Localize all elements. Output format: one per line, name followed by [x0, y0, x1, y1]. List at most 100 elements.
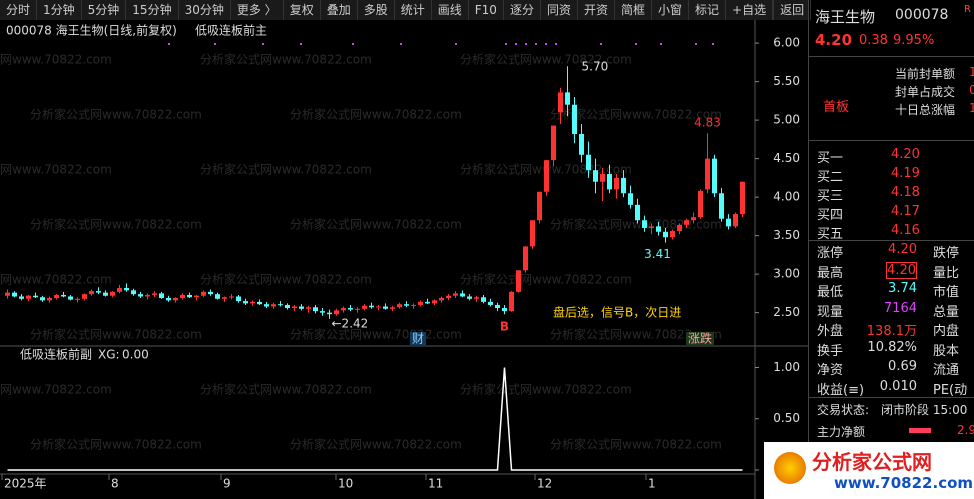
annotation: 5.70: [582, 60, 609, 74]
stat-label: 跌停: [933, 246, 960, 261]
candle-body: [173, 298, 178, 301]
toolbar-button[interactable]: 30分钟: [179, 0, 231, 20]
candle-body: [523, 246, 528, 271]
toolbar-button[interactable]: 多股: [358, 0, 395, 20]
candle-body: [537, 191, 542, 221]
toolbar-button[interactable]: 叠加: [321, 0, 358, 20]
status: 闭市阶段 15:00: [881, 403, 968, 417]
candle-body: [530, 220, 535, 247]
candle-body: [572, 104, 577, 134]
stock-code: 000078: [895, 7, 949, 23]
candle-body: [628, 193, 633, 205]
annotation: 盘后选，信号B，次日进: [553, 305, 681, 320]
toolbar-button[interactable]: 开资: [578, 0, 615, 20]
candle-body: [306, 307, 311, 309]
toolbar-button[interactable]: F10: [469, 0, 504, 20]
watermark: 分析家公式网www.70822.com: [550, 437, 722, 452]
candle-body: [369, 305, 374, 308]
watermark: 分析家公式网www.70822.com: [460, 52, 632, 67]
toolbar-button[interactable]: +自选: [726, 0, 774, 20]
y-tick-label: 3.00: [773, 267, 800, 281]
stat-label: 股本: [933, 343, 960, 359]
toolbar-button[interactable]: 5分钟: [82, 0, 127, 20]
candle-body: [201, 291, 206, 296]
status-label: 交易状态:: [817, 403, 870, 417]
toolbar-button[interactable]: 复权: [284, 0, 321, 20]
toolbar-button[interactable]: 分时: [0, 0, 38, 20]
candle-body: [418, 301, 423, 305]
candle-body: [285, 304, 290, 309]
toolbar-button[interactable]: 15分钟: [126, 0, 179, 20]
candle-body: [334, 310, 339, 315]
signal-dot: [695, 43, 697, 45]
toolbar-button[interactable]: 简框: [615, 0, 652, 20]
stat-value: 7164: [883, 300, 917, 316]
candle-body: [614, 177, 619, 190]
signal-dot: [555, 43, 557, 45]
annotation: 4.83: [694, 116, 721, 130]
stat-value: 0.010: [879, 378, 917, 394]
candle-body: [5, 292, 10, 296]
toolbar-button[interactable]: 更多 〉: [231, 0, 284, 20]
candle-body: [698, 190, 703, 218]
candle-body: [376, 306, 381, 308]
candle-body: [551, 125, 556, 161]
stat-label: 内盘: [933, 324, 960, 339]
candle-body: [600, 174, 605, 182]
watermark: 分析家公式网www.70822.com: [0, 382, 112, 397]
book-label: 买一: [817, 151, 844, 166]
book-price: 4.18: [891, 185, 920, 200]
candle-body: [131, 290, 136, 295]
toolbar-button[interactable]: 画线: [432, 0, 469, 20]
candle-body: [33, 295, 38, 298]
signal-dot: [660, 43, 662, 45]
book-label: 买五: [817, 227, 844, 242]
tag-box: [410, 332, 426, 345]
watermark: 分析家公式网www.70822.com: [290, 437, 462, 452]
candle-body: [271, 304, 276, 307]
stat-label: 最高: [817, 265, 844, 281]
book-price: 4.20: [891, 147, 920, 162]
y-tick-label: 4.50: [773, 151, 800, 165]
candle-body: [432, 300, 437, 304]
candle-body: [404, 304, 409, 306]
watermark: 分析家公式网www.70822.com: [290, 107, 462, 122]
candle-body: [159, 293, 164, 299]
annotation: ←2.42: [332, 316, 369, 330]
signal-dot: [455, 43, 457, 45]
watermark: 分析家公式网www.70822.com: [290, 217, 462, 232]
toolbar-button[interactable]: 1分钟: [37, 0, 82, 20]
toolbar-button[interactable]: 逐分: [504, 0, 541, 20]
candle-body: [89, 291, 94, 295]
toolbar-button[interactable]: 标记: [689, 0, 727, 20]
toolbar-button[interactable]: 返回: [773, 0, 812, 20]
x-tick-label: 10: [338, 477, 353, 491]
candle-body: [705, 158, 710, 190]
flow-bar: [909, 428, 931, 433]
candle-body: [19, 296, 24, 299]
candle-body: [229, 296, 234, 298]
candle-body: [495, 304, 500, 309]
toolbar-button[interactable]: 同资: [541, 0, 578, 20]
toolbar-button[interactable]: 小窗: [652, 0, 690, 20]
candle-body: [320, 311, 325, 313]
book-label: 买四: [817, 208, 844, 223]
candle-body: [733, 214, 738, 227]
book-price: 4.17: [891, 204, 920, 219]
stat-label: 总量: [933, 304, 960, 320]
stat-value: 3.74: [888, 281, 917, 296]
candle-body: [187, 294, 192, 298]
toolbar-button[interactable]: 统计: [395, 0, 432, 20]
legend-label: XG:: [98, 348, 120, 362]
signal-dot: [214, 43, 216, 45]
stat-value: 0.69: [888, 359, 917, 374]
x-tick-label: 1: [648, 477, 656, 491]
candle-body: [54, 294, 59, 299]
watermark: 分析家公式网www.70822.com: [0, 272, 112, 287]
candle-body: [117, 288, 122, 292]
signal-dot: [525, 43, 527, 45]
candle-body: [264, 304, 269, 307]
candle-body: [460, 293, 465, 297]
signal-dot: [600, 43, 602, 45]
candle-body: [509, 291, 514, 312]
